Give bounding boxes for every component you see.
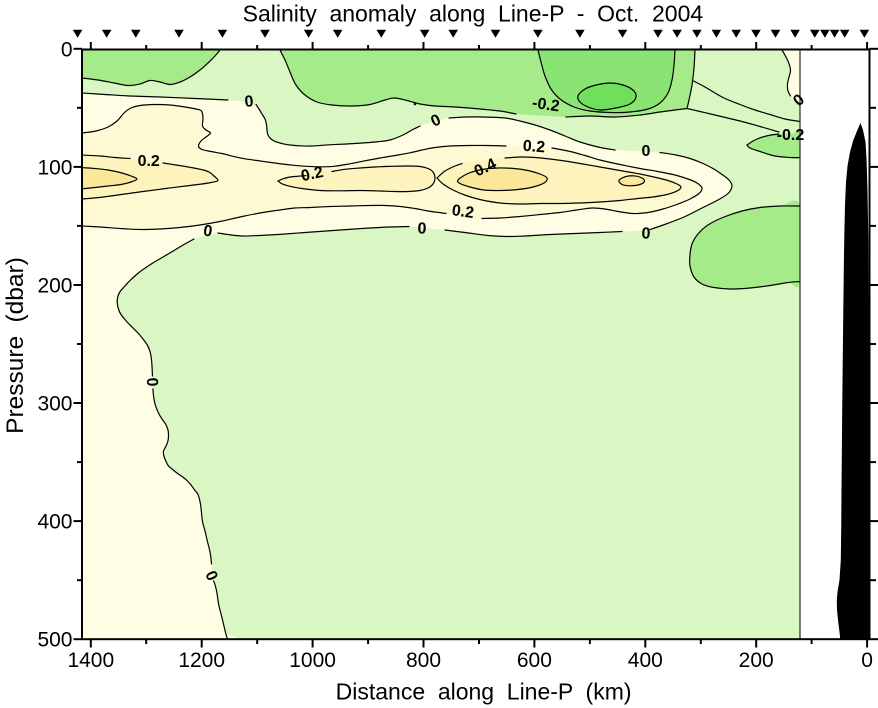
- svg-text:Salinity anomaly along Line-P: Salinity anomaly along Line-P - Oct. 200…: [243, 1, 704, 27]
- svg-text:100: 100: [37, 156, 72, 179]
- svg-text:200: 200: [37, 275, 72, 298]
- svg-text:0.2: 0.2: [522, 138, 545, 157]
- svg-text:400: 400: [628, 649, 663, 672]
- svg-text:0: 0: [61, 38, 73, 61]
- svg-text:0: 0: [143, 377, 160, 387]
- svg-text:Distance along Line-P (km): Distance along Line-P (km): [336, 678, 632, 704]
- svg-text:0.2: 0.2: [138, 153, 160, 170]
- svg-text:0: 0: [244, 93, 255, 111]
- svg-text:Pressure (dbar): Pressure (dbar): [2, 257, 29, 434]
- svg-text:300: 300: [37, 393, 72, 416]
- svg-text:0: 0: [861, 649, 873, 672]
- svg-text:200: 200: [739, 649, 774, 672]
- svg-text:1200: 1200: [178, 649, 225, 672]
- svg-text:0: 0: [641, 225, 651, 242]
- svg-text:800: 800: [406, 649, 441, 672]
- svg-text:0.2: 0.2: [451, 202, 475, 222]
- svg-text:-0.2: -0.2: [777, 127, 805, 144]
- svg-text:0: 0: [202, 223, 213, 241]
- svg-text:0: 0: [642, 143, 651, 160]
- svg-text:400: 400: [37, 511, 72, 534]
- svg-text:500: 500: [37, 629, 72, 652]
- svg-text:600: 600: [517, 649, 552, 672]
- svg-text:-0.2: -0.2: [531, 95, 561, 116]
- svg-text:0: 0: [417, 220, 427, 237]
- svg-text:1000: 1000: [289, 649, 336, 672]
- svg-text:1400: 1400: [67, 649, 114, 672]
- svg-text:0.2: 0.2: [300, 164, 325, 185]
